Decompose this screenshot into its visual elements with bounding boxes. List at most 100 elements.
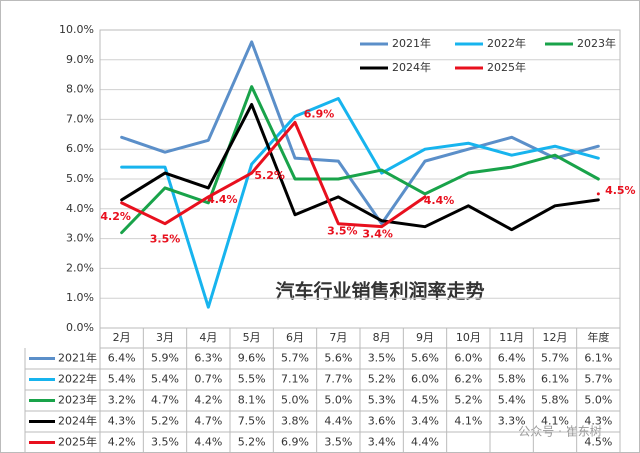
table-cell: 5.4%	[151, 373, 179, 386]
x-tick-label: 9月	[416, 331, 434, 344]
table-cell: 6.0%	[454, 352, 482, 365]
table-cell: 6.4%	[498, 352, 526, 365]
table-cell: 4.7%	[151, 394, 179, 407]
table-cell: 5.4%	[498, 394, 526, 407]
data-label: 4.4%	[424, 194, 455, 207]
table-cell: 5.0%	[324, 394, 352, 407]
table-cell: 6.0%	[411, 373, 439, 386]
table-cell: 6.9%	[281, 436, 309, 449]
data-label: 5.2%	[254, 169, 285, 182]
table-cell: 6.2%	[454, 373, 482, 386]
table-cell: 5.0%	[281, 394, 309, 407]
table-cell: 7.7%	[324, 373, 352, 386]
table-cell: 4.4%	[324, 415, 352, 428]
table-cell: 5.7%	[541, 352, 569, 365]
series-line	[120, 40, 600, 226]
table-cell: 5.2%	[368, 373, 396, 386]
table-cell: 5.6%	[411, 352, 439, 365]
table-cell: 5.8%	[498, 373, 526, 386]
table-cell: 6.4%	[108, 352, 136, 365]
table-cell: 5.9%	[151, 352, 179, 365]
x-tick-label: 6月	[286, 331, 304, 344]
data-label: 4.2%	[100, 210, 131, 223]
table-cell: 8.1%	[238, 394, 266, 407]
table-cell: 7.1%	[281, 373, 309, 386]
table-series-name: 2024年	[58, 414, 97, 428]
table-series-name: 2025年	[58, 435, 97, 449]
table-cell: 3.5%	[151, 436, 179, 449]
table-cell: 3.2%	[108, 394, 136, 407]
table-cell: 4.3%	[108, 415, 136, 428]
table-series-name: 2022年	[58, 372, 97, 386]
table-cell: 4.4%	[194, 436, 222, 449]
y-tick-label: 3.0%	[66, 232, 94, 245]
series-line	[120, 103, 600, 232]
table-cell: 4.7%	[194, 415, 222, 428]
series-line	[120, 97, 600, 309]
table-cell: 4.5%	[584, 436, 612, 449]
y-tick-label: 7.0%	[66, 112, 94, 125]
y-tick-label: 5.0%	[66, 172, 94, 185]
table-cell: 3.5%	[324, 436, 352, 449]
table-cell: 5.2%	[238, 436, 266, 449]
table-cell: 5.0%	[584, 394, 612, 407]
table-cell: 5.7%	[584, 373, 612, 386]
table-cell: 3.3%	[498, 415, 526, 428]
legend-label: 2024年	[392, 60, 431, 74]
table-cell: 0.7%	[194, 373, 222, 386]
y-tick-label: 1.0%	[66, 291, 94, 304]
data-label: 3.4%	[362, 228, 393, 241]
table-cell: 5.4%	[108, 373, 136, 386]
y-tick-label: 4.0%	[66, 202, 94, 215]
table-cell: 6.1%	[584, 352, 612, 365]
legend-label: 2021年	[392, 36, 431, 50]
table-cell: 9.6%	[238, 352, 266, 365]
table-cell: 4.4%	[411, 436, 439, 449]
data-label: 4.4%	[207, 193, 238, 206]
table-cell: 5.3%	[368, 394, 396, 407]
y-tick-label: 10.0%	[59, 23, 94, 36]
table-cell: 4.1%	[541, 415, 569, 428]
table-cell: 3.4%	[368, 436, 396, 449]
table-series-name: 2021年	[58, 351, 97, 365]
x-tick-label: 5月	[243, 331, 261, 344]
x-tick-label: 4月	[199, 331, 217, 344]
x-tick-label: 3月	[156, 331, 174, 344]
table-series-name: 2023年	[58, 393, 97, 407]
table-cell: 5.2%	[151, 415, 179, 428]
table-cell: 3.6%	[368, 415, 396, 428]
table-cell: 4.2%	[194, 394, 222, 407]
table-cell: 4.5%	[411, 394, 439, 407]
y-tick-label: 2.0%	[66, 261, 94, 274]
x-tick-label: 10月	[456, 331, 481, 344]
legend-label: 2023年	[577, 36, 616, 50]
series-line	[120, 120, 600, 229]
table-cell: 4.1%	[454, 415, 482, 428]
data-label: 3.5%	[150, 233, 181, 246]
x-tick-label: 2月	[113, 331, 131, 344]
table-cell: 6.3%	[194, 352, 222, 365]
legend-label: 2022年	[487, 36, 526, 50]
x-tick-label: 年度	[587, 330, 609, 344]
table-cell: 4.2%	[108, 436, 136, 449]
x-tick-label: 12月	[543, 331, 568, 344]
table-cell: 5.6%	[324, 352, 352, 365]
x-tick-label: 7月	[329, 331, 347, 344]
x-tick-label: 11月	[499, 331, 524, 344]
legend-label: 2025年	[487, 60, 526, 74]
data-label: 4.5%	[605, 184, 636, 197]
table-cell: 3.8%	[281, 415, 309, 428]
table-cell: 5.8%	[541, 394, 569, 407]
data-label: 6.9%	[304, 107, 335, 120]
chart-title: 汽车行业销售利润率走势	[275, 280, 484, 303]
table-cell: 4.3%	[584, 415, 612, 428]
table-cell: 6.1%	[541, 373, 569, 386]
table-cell: 5.5%	[238, 373, 266, 386]
table-cell: 3.5%	[368, 352, 396, 365]
y-tick-label: 6.0%	[66, 142, 94, 155]
y-tick-label: 8.0%	[66, 83, 94, 96]
table-cell: 5.7%	[281, 352, 309, 365]
x-tick-label: 8月	[373, 331, 391, 344]
y-tick-label: 9.0%	[66, 53, 94, 66]
